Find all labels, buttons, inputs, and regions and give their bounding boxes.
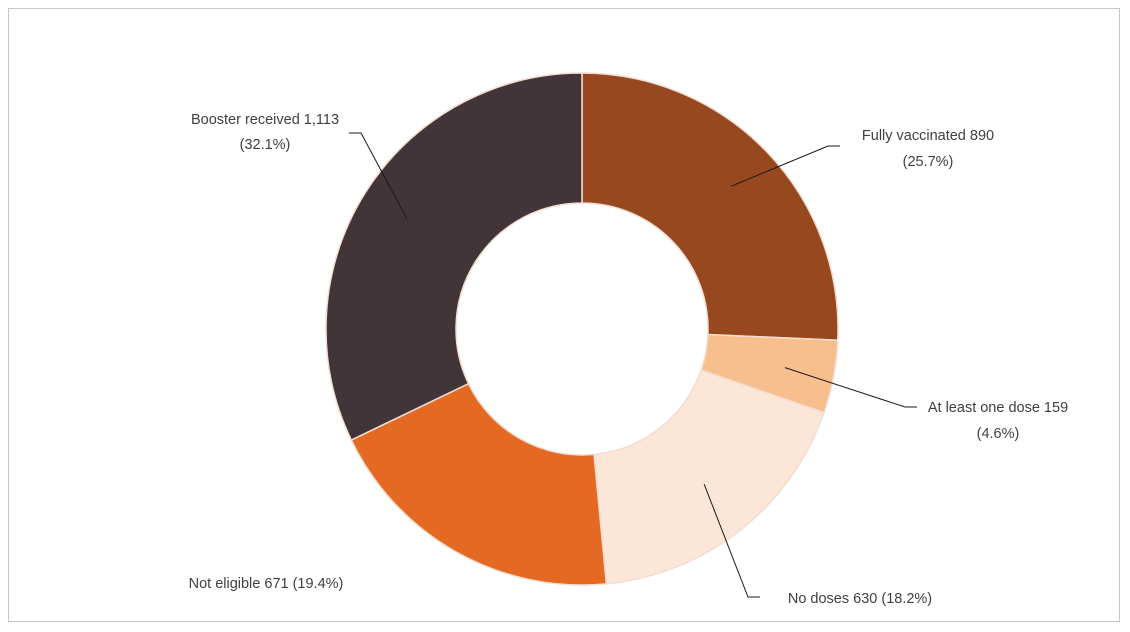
data-label-at-least-one-dose-percent: (4.6%) xyxy=(977,426,1020,442)
data-label-booster-received: Booster received 1,113 xyxy=(191,112,339,128)
data-label-at-least-one-dose: At least one dose 159 xyxy=(928,400,1068,416)
data-label-fully-vaccinated-percent: (25.7%) xyxy=(903,154,954,170)
slice-no-doses xyxy=(593,369,825,585)
leader-line-booster-received xyxy=(349,132,408,220)
leader-line-no-doses xyxy=(703,484,760,598)
slice-booster-received xyxy=(325,72,583,442)
slice-fully-vaccinated xyxy=(581,72,839,342)
leader-line-fully-vaccinated xyxy=(731,145,840,187)
data-label-fully-vaccinated: Fully vaccinated 890 xyxy=(862,128,994,144)
leader-line-at-least-one-dose xyxy=(784,367,917,408)
data-label-no-doses: No doses 630 (18.2%) xyxy=(788,591,932,607)
data-label-not-eligible: Not eligible 671 (19.4%) xyxy=(189,576,344,592)
slice-not-eligible xyxy=(350,382,608,586)
data-label-booster-received-percent: (32.1%) xyxy=(240,137,291,153)
